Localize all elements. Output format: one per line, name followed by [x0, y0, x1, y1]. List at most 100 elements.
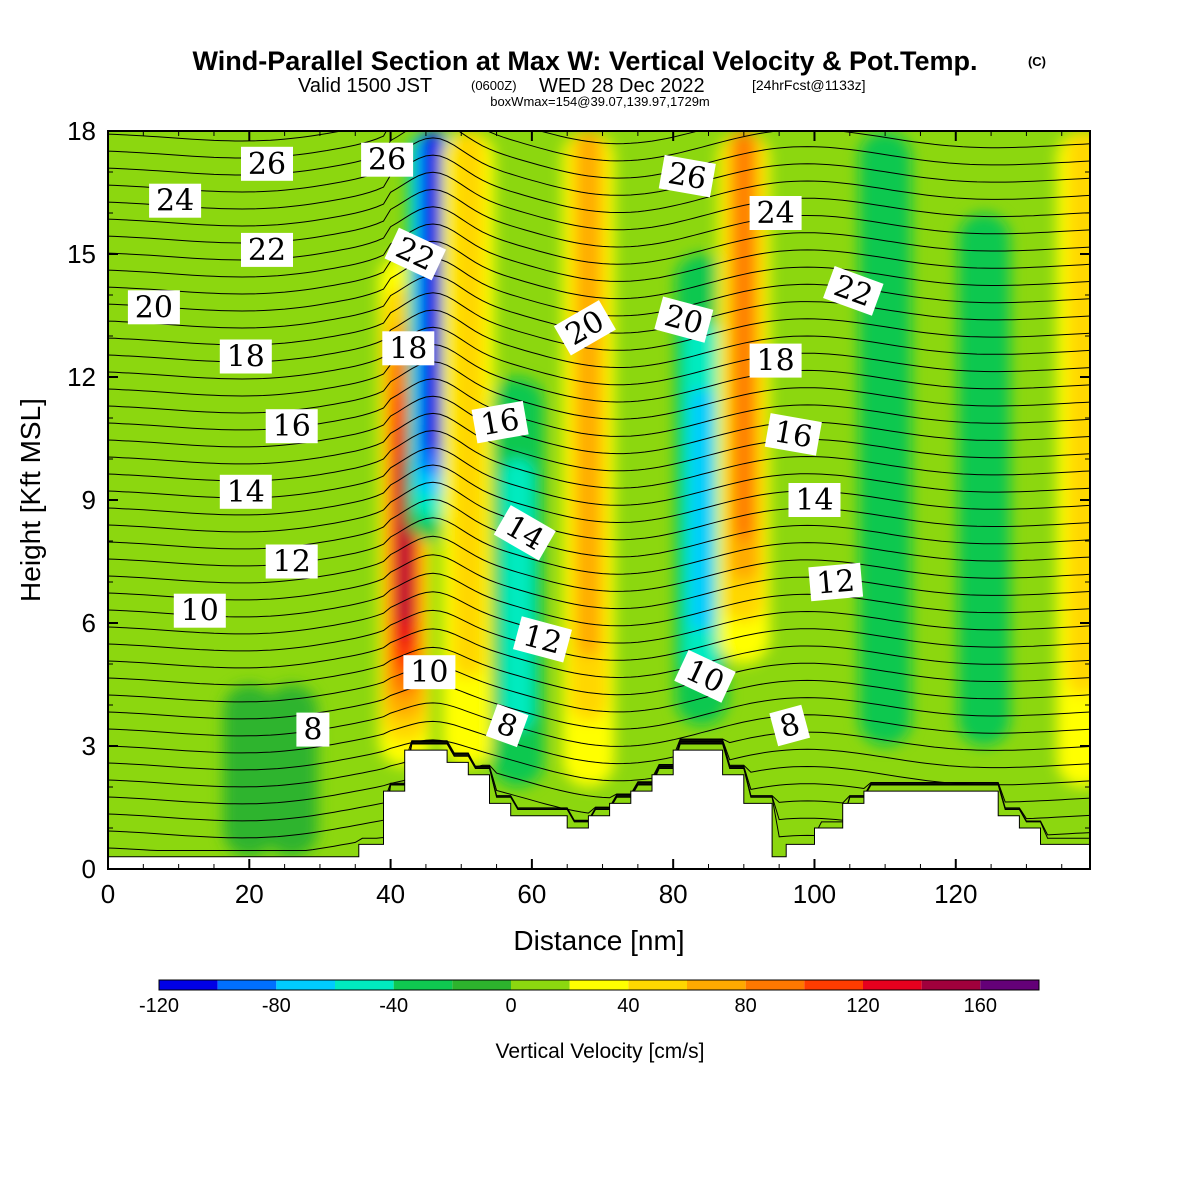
- theta-contour: [108, 412, 1090, 472]
- theta-contour: [108, 395, 1090, 455]
- theta-label-box: [808, 562, 864, 602]
- theta-label-text: 16: [273, 409, 311, 444]
- terrain: [108, 749, 1090, 869]
- x-tick-label: 80: [659, 879, 688, 909]
- x-axis: 0 20 40 60 80 100 120: [101, 131, 1063, 909]
- x-tick-label: 0: [101, 879, 115, 909]
- colorbar-swatch: [335, 980, 394, 990]
- theta-label-box: [674, 649, 736, 703]
- theta-label-text: 12: [815, 563, 856, 601]
- theta-contour: [108, 743, 1090, 851]
- velocity-band: [265, 684, 318, 857]
- colorbar-swatch: [511, 980, 570, 990]
- theta-contour: [108, 572, 1090, 627]
- theta-label-box: [512, 616, 573, 663]
- theta-label-box: [265, 409, 318, 444]
- colorbar-swatch: [569, 980, 629, 990]
- theta-label: 20: [127, 290, 180, 325]
- theta-contour: [108, 741, 1090, 814]
- x-tick-label: 100: [793, 879, 836, 909]
- velocity-band: [223, 684, 276, 857]
- colorbar-title: Vertical Velocity [cm/s]: [496, 1040, 705, 1063]
- theta-label-box: [241, 232, 293, 267]
- valid-date: WED 28 Dec 2022: [539, 75, 705, 97]
- theta-contour: [108, 702, 1090, 747]
- velocity-band: [426, 131, 439, 431]
- theta-label-box: [769, 704, 811, 747]
- theta-label: 18: [749, 343, 802, 379]
- velocity-band: [1067, 131, 1090, 696]
- theta-label: 24: [749, 196, 802, 231]
- velocity-cell: [675, 254, 728, 726]
- colorbar-tick-label: 0: [505, 995, 516, 1017]
- theta-contour: [108, 739, 1090, 782]
- theta-label-text: 12: [273, 545, 311, 580]
- colorbar-swatch: [687, 980, 746, 990]
- theta-contour: [108, 646, 1090, 696]
- velocity-band: [690, 388, 713, 632]
- theta-label: 14: [219, 474, 272, 510]
- theta-contour: [108, 554, 1090, 610]
- y-tick-label: 15: [67, 239, 96, 269]
- colorbar-swatch: [393, 980, 453, 990]
- theta-label-box: [384, 227, 447, 281]
- velocity-cell: [265, 684, 318, 857]
- colorbar-tick-label: -40: [379, 995, 408, 1017]
- velocity-cell: [717, 131, 770, 664]
- colorbar-frame: [158, 979, 1040, 991]
- theta-label-box: [403, 655, 456, 690]
- colorbar-tick-label: -80: [262, 995, 291, 1017]
- theta-label-text: 16: [478, 402, 522, 443]
- theta-contour: [108, 240, 1090, 300]
- theta-contour: [108, 609, 1090, 661]
- x-tick-label: 40: [376, 879, 405, 909]
- y-tick-label: 0: [82, 854, 96, 884]
- theta-label-text: 16: [771, 414, 815, 455]
- colorbar-swatch: [276, 980, 335, 990]
- theta-label: 18: [219, 339, 272, 375]
- theta-label-box: [485, 703, 529, 748]
- y-tick-label: 18: [67, 116, 96, 146]
- theta-label-box: [361, 142, 414, 177]
- theta-label: 26: [241, 146, 293, 182]
- x-tick-label: 20: [235, 879, 264, 909]
- theta-label-text: 14: [795, 483, 833, 518]
- theta-contour: [108, 171, 1090, 231]
- theta-label-box: [382, 331, 435, 366]
- velocity-band: [958, 213, 1011, 746]
- theta-label-text: 18: [227, 340, 265, 375]
- theta-contour: [108, 223, 1090, 282]
- x-axis-title: Distance [nm]: [513, 925, 684, 956]
- colorbar-swatch: [745, 980, 805, 990]
- theta-label-box: [296, 712, 330, 747]
- velocity-band: [735, 131, 753, 540]
- theta-label-box: [493, 505, 556, 561]
- theta-label-text: 20: [135, 290, 173, 325]
- theta-contour: [108, 741, 1090, 822]
- theta-label: 8: [769, 704, 811, 747]
- theta-label-box: [265, 544, 318, 579]
- x-tick-label: 60: [517, 879, 546, 909]
- theta-label-text: 14: [227, 475, 265, 510]
- colorbar-swatch: [628, 980, 687, 990]
- theta-label-text: 10: [410, 655, 448, 690]
- y-tick-label: 6: [82, 608, 96, 638]
- theta-label-box: [749, 343, 802, 378]
- theta-label-box: [173, 593, 226, 628]
- colorbar-swatch: [159, 980, 218, 990]
- colorbar-tick-label: 120: [846, 995, 879, 1017]
- theta-label-box: [658, 154, 716, 198]
- theta-label: 16: [764, 413, 822, 456]
- forecast-info: [24hrFcst@1133z]: [752, 77, 866, 93]
- theta-label: 10: [173, 593, 226, 629]
- colorbar-tick-label: 160: [964, 995, 997, 1017]
- theta-label: 26: [361, 142, 414, 178]
- theta-contour: [108, 628, 1090, 679]
- theta-contour: [108, 665, 1090, 713]
- theta-contour: [108, 154, 1090, 213]
- theta-label-box: [764, 413, 822, 456]
- colorbar-swatch: [217, 980, 277, 990]
- theta-contour: [108, 591, 1090, 644]
